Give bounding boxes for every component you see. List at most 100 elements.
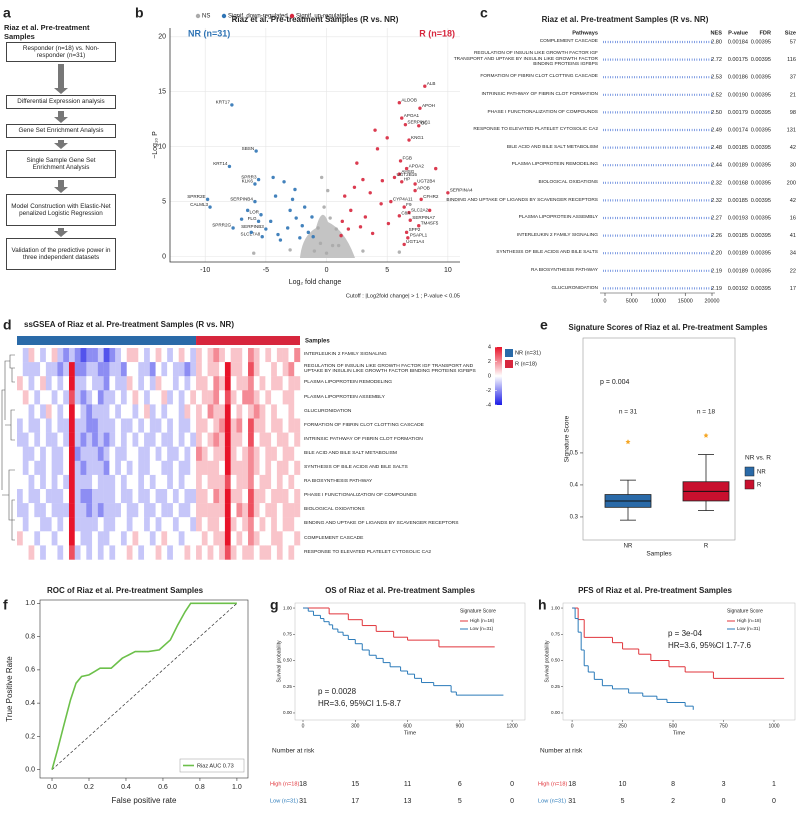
heat-cell (92, 545, 99, 560)
heat-cell (219, 348, 226, 363)
heat-cell (17, 460, 23, 476)
heat-cell (265, 376, 272, 391)
heat-cell (155, 517, 162, 532)
point (293, 187, 297, 192)
x-tick-label: 0.6 (158, 784, 168, 791)
heat-cell (86, 503, 93, 518)
heat-cell (196, 362, 203, 377)
heat-cell (201, 460, 208, 476)
heat-cell (288, 460, 295, 476)
heat-cell (34, 390, 41, 405)
point (269, 219, 273, 224)
heat-cell (97, 517, 104, 532)
point (392, 175, 397, 180)
gene-label: UGT2B4 (417, 179, 435, 184)
row-label: PLASMA LIPOPROTEIN REMODELING (304, 380, 393, 386)
heat-cell (236, 531, 243, 546)
pathway-name: PHASE I FUNCTIONALIZATION OF COMPOUNDS (487, 109, 598, 115)
heat-cell (172, 418, 179, 433)
gene-label: SLC2A2 (411, 207, 429, 212)
heat-cell (51, 545, 58, 560)
risk-count: 0 (772, 798, 776, 805)
y-tick-label: 0.75 (551, 631, 560, 636)
point (404, 230, 409, 235)
heat-cell (184, 517, 191, 532)
heat-cell (178, 390, 185, 405)
heat-cell (219, 418, 226, 433)
heat-cell (74, 531, 81, 546)
heat-cell (138, 531, 145, 546)
x-axis-label: Log₂ fold change (289, 279, 342, 286)
heat-cell (265, 460, 272, 476)
table-cell: 0.00395 (751, 215, 771, 221)
heat-cell (120, 404, 127, 419)
risk-count: 13 (404, 798, 412, 805)
heat-cell (57, 446, 64, 461)
heat-cell (74, 517, 81, 532)
row-label: BILE ACID AND BILE SALT METABOLISM (304, 450, 397, 456)
heat-cell (57, 362, 64, 377)
heat-cell (259, 446, 266, 461)
risk-count: 31 (568, 798, 576, 805)
gene-label: C8A (401, 211, 411, 216)
heat-cell (63, 531, 70, 546)
heat-cell (271, 531, 278, 546)
heat-cell (190, 418, 197, 433)
heat-cell (196, 348, 203, 363)
heat-cell (276, 517, 283, 532)
heat-cell (109, 432, 116, 447)
point (316, 226, 320, 230)
heat-cell (259, 474, 266, 490)
heat-cell (294, 362, 301, 377)
heat-cell (276, 376, 283, 391)
heat-cell (259, 432, 266, 447)
heat-cell (294, 503, 301, 518)
heat-cell (45, 390, 52, 405)
heat-cell (120, 432, 127, 447)
table-cell: 2.50 (711, 110, 722, 116)
heat-cell (120, 418, 127, 433)
flow-arrow (54, 180, 68, 193)
heat-cell (97, 531, 104, 546)
heat-cell (22, 390, 29, 405)
pathway-name: REGULATION OF INSULIN LIKE GROWTH FACTOR… (453, 51, 598, 68)
heat-cell (149, 404, 156, 419)
point (402, 242, 406, 247)
heat-cell (196, 545, 203, 560)
heat-cell (207, 489, 214, 504)
heat-cell (207, 545, 214, 560)
risk-count: 18 (299, 781, 307, 788)
heat-cell (126, 517, 133, 532)
heat-cell (17, 503, 23, 518)
risk-count: 0 (722, 798, 726, 805)
pathway-name: BIOLOGICAL OXIDATIONS (538, 180, 598, 186)
outlier (625, 439, 631, 445)
heat-cell (207, 348, 214, 363)
heat-cell (86, 474, 93, 490)
point (352, 185, 357, 189)
table-cell: 2.44 (711, 163, 722, 169)
heat-cell (201, 390, 208, 405)
heat-cell (167, 489, 174, 504)
table-cell: 116 (787, 57, 796, 63)
heat-cell (155, 362, 162, 377)
table-cell: 17 (790, 286, 796, 292)
gene-label: SPP2 (409, 227, 421, 232)
heat-cell (22, 460, 29, 476)
heat-cell (132, 460, 139, 476)
heat-cell (213, 503, 220, 518)
point (413, 182, 417, 186)
heat-cell (282, 432, 289, 447)
heat-cell (34, 460, 41, 476)
heat-cell (109, 517, 116, 532)
point (361, 177, 365, 182)
heat-cell (144, 517, 151, 532)
table-cell: 2.32 (711, 198, 722, 204)
heat-cell (92, 460, 99, 476)
pathway-name: RA BIOSYNTHESIS PATHWAY (531, 268, 598, 274)
table-cell: 0.00395 (751, 145, 771, 151)
heat-cell (213, 460, 220, 476)
heat-cell (294, 531, 301, 546)
gene-label: SLC17A8 (241, 231, 261, 236)
heat-cell (161, 531, 168, 546)
